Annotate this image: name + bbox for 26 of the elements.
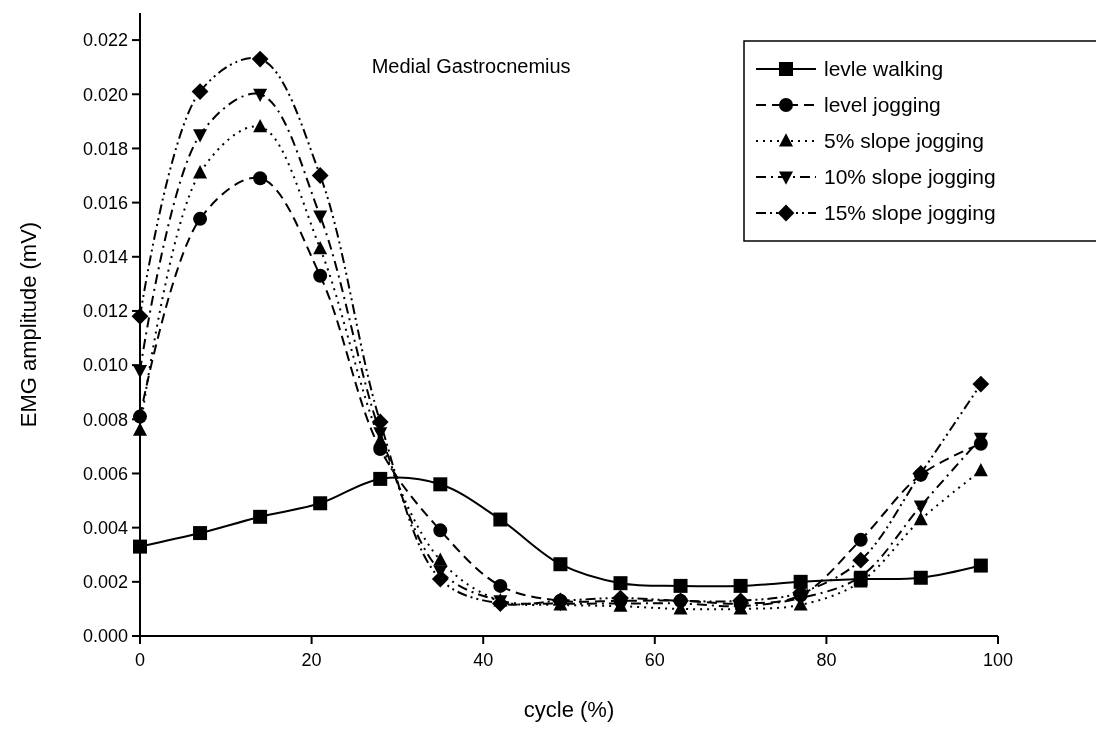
x-tick-label: 40 <box>473 650 494 670</box>
y-tick-label: 0.018 <box>82 138 128 159</box>
text: Medial Gastrocnemius <box>371 54 571 77</box>
legend-label: 10% slope jogging <box>824 165 996 189</box>
legend-label: 15% slope jogging <box>824 201 996 225</box>
y-tick-label: 0.020 <box>82 84 128 105</box>
legend-label: levle walking <box>824 57 944 81</box>
x-tick-label: 80 <box>816 650 837 670</box>
y-tick-label: 0.022 <box>82 30 128 51</box>
x-tick-label: 60 <box>644 650 665 670</box>
legend-label: level jogging <box>824 93 941 117</box>
y-tick-label: 0.006 <box>82 463 128 484</box>
y-tick-label: 0.000 <box>82 626 128 647</box>
y-tick-label: 0.016 <box>82 192 128 213</box>
x-axis-title: cycle (%) <box>523 697 615 722</box>
y-tick-label: 0.004 <box>82 517 128 538</box>
y-axis-title: EMG amplitude (mV) <box>16 221 41 428</box>
x-tick-label: 0 <box>134 650 146 670</box>
x-tick-label: 20 <box>301 650 322 670</box>
y-tick-label: 0.010 <box>82 355 128 376</box>
y-tick-label: 0.008 <box>82 409 128 430</box>
y-tick-label: 0.002 <box>82 572 128 593</box>
y-tick-label: 0.014 <box>82 247 128 268</box>
x-tick-label: 100 <box>982 650 1014 670</box>
y-tick-label: 0.012 <box>82 301 128 322</box>
legend-label: 5% slope jogging <box>824 129 984 153</box>
